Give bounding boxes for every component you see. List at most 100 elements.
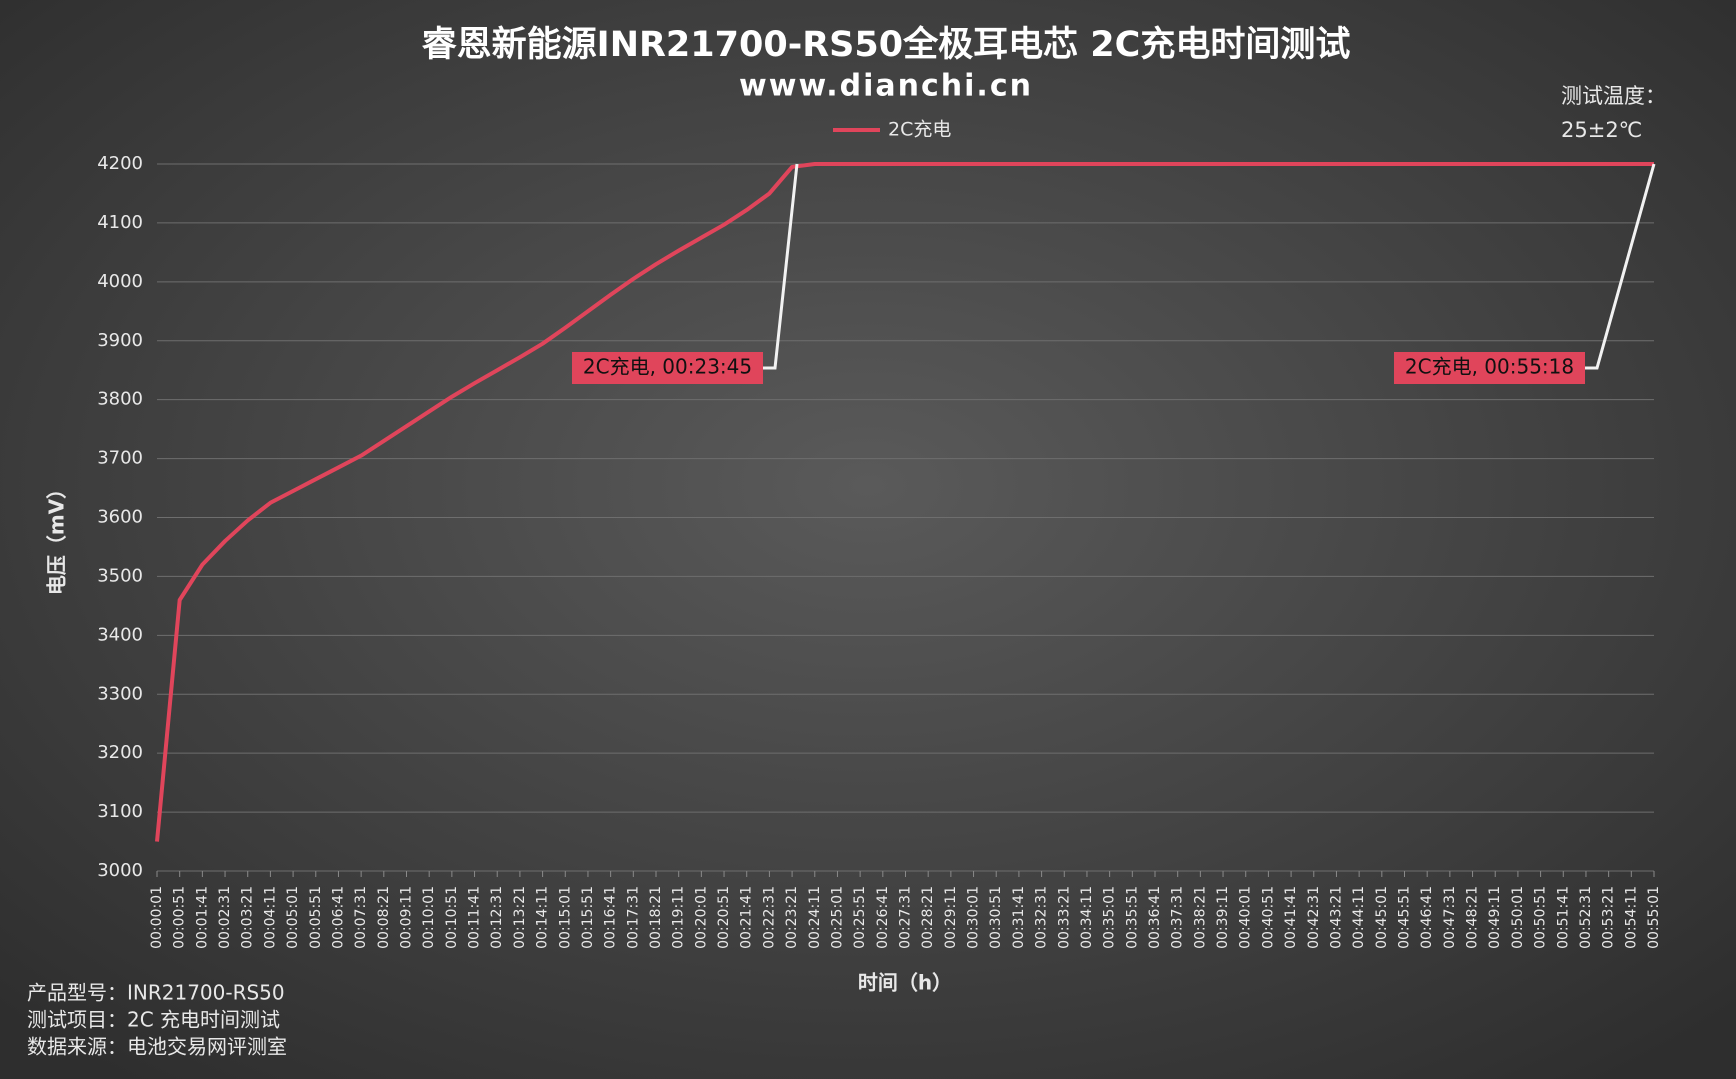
x-tick-label: 00:13:21 [512,886,528,949]
x-tick-label: 00:23:21 [784,886,800,949]
x-tick-label: 00:36:41 [1147,886,1163,949]
y-tick-label: 4000 [97,271,143,292]
x-tick-label: 00:50:01 [1510,886,1526,949]
y-tick-label: 3200 [97,742,143,763]
x-tick-label: 00:16:41 [603,886,619,949]
x-tick-label: 00:30:51 [988,886,1004,949]
x-tick-label: 00:15:51 [580,886,596,949]
annotation-box [1394,352,1585,384]
footer-note: 测试项目：2C 充电时间测试 [27,1008,280,1032]
x-tick-label: 00:02:31 [217,886,233,949]
annotation-leader [763,163,799,370]
legend-label: 2C充电 [888,119,951,141]
x-tick-label: 00:07:31 [353,886,369,949]
x-tick-label: 00:49:11 [1487,886,1503,949]
annotation-box [572,352,763,384]
x-tick-label: 00:08:21 [376,886,392,949]
temperature-note: 25±2℃ [1561,118,1642,142]
x-tick-label: 00:45:51 [1397,886,1413,949]
y-axis-label: 电压（mV） [45,479,69,595]
x-tick-label: 00:06:41 [330,886,346,949]
x-tick-label: 00:05:51 [308,886,324,949]
x-tick-label: 00:30:01 [966,886,982,949]
x-tick-label: 00:21:41 [739,886,755,949]
x-tick-label: 00:55:01 [1646,886,1662,949]
y-tick-label: 3500 [97,565,143,586]
x-tick-label: 00:39:11 [1215,886,1231,949]
annotation-label: 2C充电, 00:23:45 [583,355,752,379]
x-tick-label: 00:37:31 [1170,886,1186,949]
x-tick-label: 00:48:21 [1465,886,1481,949]
x-tick-label: 00:31:41 [1011,886,1027,949]
x-tick-label: 00:24:11 [807,886,823,949]
x-tick-label: 00:18:21 [648,886,664,949]
chart-subtitle: www.dianchi.cn [739,69,1033,104]
y-tick-label: 4100 [97,212,143,233]
y-tick-label: 4200 [97,153,143,174]
x-tick-label: 00:10:01 [421,886,437,949]
x-axis-label: 时间（h） [858,971,952,995]
x-tick-label: 00:28:21 [920,886,936,949]
x-tick-label: 00:42:31 [1306,886,1322,949]
x-tick-label: 00:40:51 [1260,886,1276,949]
x-tick-label: 00:01:41 [194,886,210,949]
x-tick-label: 00:09:11 [399,886,415,949]
data-line [155,162,1654,842]
x-tick-label: 00:10:51 [444,886,460,949]
annotation-leader [1585,163,1656,370]
x-tick-label: 00:54:11 [1623,886,1639,949]
temperature-note: 测试温度： [1561,84,1666,108]
x-tick-label: 00:32:31 [1034,886,1050,949]
x-tick-label: 00:25:01 [829,886,845,949]
x-tick-label: 00:04:11 [262,886,278,949]
x-tick-label: 00:20:01 [693,886,709,949]
x-tick-label: 00:34:11 [1079,886,1095,949]
x-tick-label: 00:40:01 [1238,886,1254,949]
x-tick-label: 00:35:01 [1102,886,1118,949]
y-tick-label: 3700 [97,448,143,469]
x-tick-label: 00:35:51 [1124,886,1140,949]
x-tick-label: 00:20:51 [716,886,732,949]
x-tick-label: 00:38:21 [1192,886,1208,949]
x-tick-label: 00:33:21 [1056,886,1072,949]
x-tick-label: 00:46:41 [1419,886,1435,949]
y-tick-label: 3900 [97,330,143,351]
x-tick-label: 00:50:51 [1533,886,1549,949]
x-tick-label: 00:47:31 [1442,886,1458,949]
y-tick-label: 3800 [97,389,143,410]
chart-title: 睿恩新能源INR21700-RS50全极耳电芯 2C充电时间测试 [422,24,1351,65]
x-tick-label: 00:51:41 [1555,886,1571,949]
x-tick-label: 00:11:41 [467,886,483,949]
x-tick-label: 00:00:01 [149,886,165,949]
y-tick-label: 3300 [97,683,143,704]
x-tick-label: 00:14:11 [535,886,551,949]
y-tick-label: 3600 [97,507,143,528]
x-tick-label: 00:41:41 [1283,886,1299,949]
x-tick-label: 00:15:01 [557,886,573,949]
x-tick-label: 00:53:21 [1601,886,1617,949]
x-tick-label: 00:27:31 [898,886,914,949]
x-tick-label: 00:05:01 [285,886,301,949]
x-tick-label: 00:43:21 [1328,886,1344,949]
x-tick-label: 00:45:01 [1374,886,1390,949]
y-tick-label: 3100 [97,801,143,822]
footer-note: 产品型号：INR21700-RS50 [27,981,285,1005]
y-tick-label: 3000 [97,860,143,881]
x-tick-label: 00:44:11 [1351,886,1367,949]
x-tick-label: 00:03:21 [240,886,256,949]
y-tick-label: 3400 [97,624,143,645]
x-tick-label: 00:12:31 [489,886,505,949]
x-tick-label: 00:22:31 [761,886,777,949]
x-tick-label: 00:26:41 [875,886,891,949]
x-tick-label: 00:52:31 [1578,886,1594,949]
x-tick-label: 00:19:11 [671,886,687,949]
x-tick-label: 00:25:51 [852,886,868,949]
x-tick-label: 00:29:11 [943,886,959,949]
footer-note: 数据来源：电池交易网评测室 [27,1035,287,1059]
annotation-label: 2C充电, 00:55:18 [1405,355,1574,379]
x-tick-label: 00:00:51 [172,886,188,949]
x-tick-label: 00:17:31 [625,886,641,949]
